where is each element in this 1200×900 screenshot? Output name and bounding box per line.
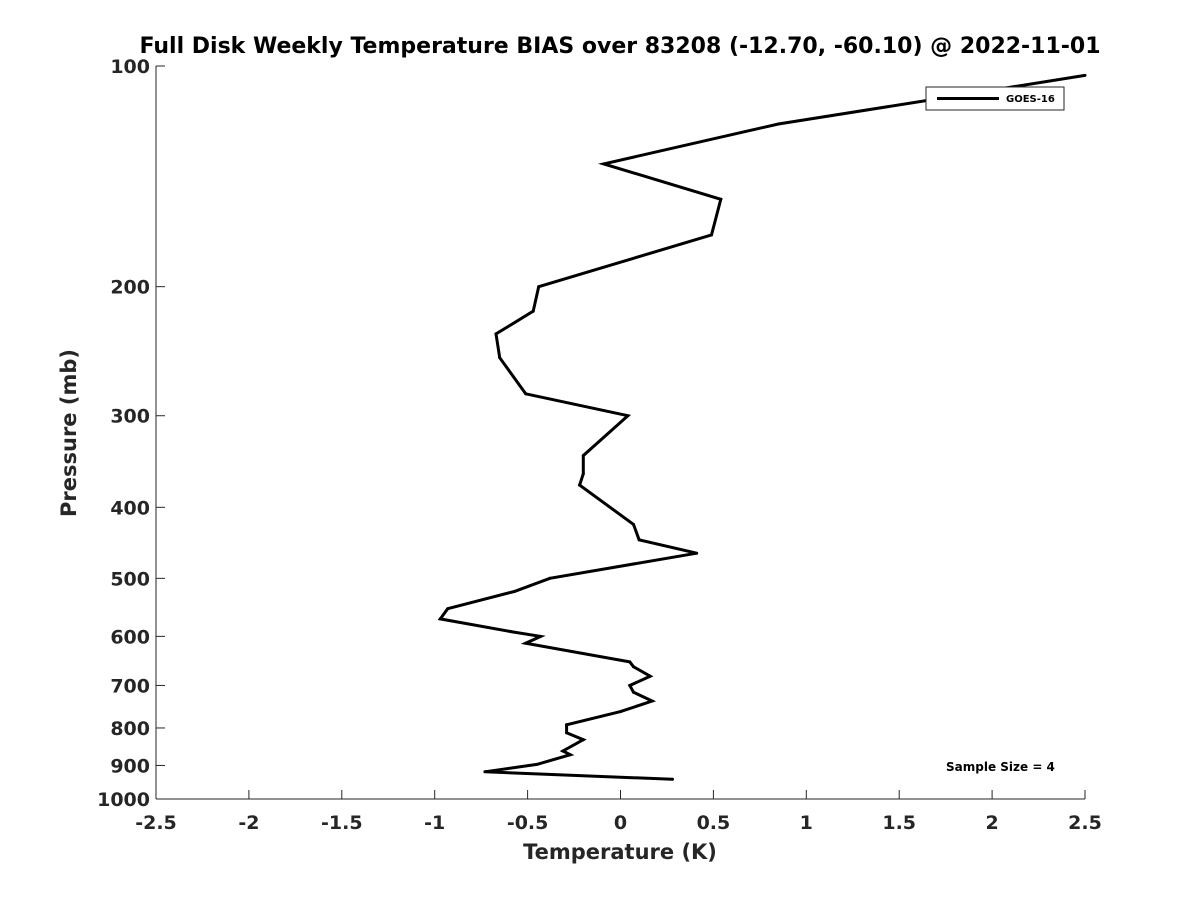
data-point — [581, 454, 585, 458]
data-point — [710, 233, 713, 237]
y-tick-label: 700 — [110, 675, 150, 697]
y-tick-label: 100 — [110, 56, 150, 78]
data-point — [632, 690, 635, 694]
axes-frame — [155, 66, 1085, 800]
y-tick-label: 300 — [110, 406, 150, 428]
data-point — [637, 538, 641, 542]
x-tick-label: -1.5 — [321, 812, 363, 834]
data-point — [671, 777, 674, 781]
x-tick-label: 0 — [614, 812, 627, 834]
data-point — [632, 522, 635, 526]
y-tick-label: 200 — [110, 277, 150, 299]
data-point — [494, 332, 498, 336]
x-tick-label: 1 — [800, 812, 813, 834]
data-point — [537, 285, 541, 289]
y-tick-label: 600 — [110, 626, 150, 648]
x-tick-label: 2.5 — [1068, 812, 1102, 834]
y-axis-label: Pressure (mb) — [57, 349, 81, 517]
series-layer — [437, 73, 1087, 781]
data-point — [776, 122, 780, 126]
data-point — [438, 617, 442, 621]
data-point — [628, 684, 632, 687]
data-point — [498, 356, 502, 360]
data-point — [626, 414, 630, 418]
data-point — [524, 641, 528, 645]
data-point — [581, 472, 585, 476]
data-point — [531, 309, 535, 313]
data-point — [565, 731, 569, 735]
data-point — [648, 674, 652, 678]
data-point — [561, 749, 565, 753]
x-ticks: -2.5 -2 -1.5 -1 -0.5 0 0.5 1 1.5 2 2.5 — [135, 790, 1102, 834]
x-tick-label: 0.5 — [697, 812, 731, 834]
x-tick-label: -2 — [238, 812, 259, 834]
data-point — [650, 699, 654, 703]
x-tick-label: -1 — [424, 812, 445, 834]
data-point — [509, 630, 513, 634]
data-point — [602, 162, 606, 166]
data-point — [446, 607, 450, 611]
data-point — [695, 551, 699, 555]
data-point — [539, 634, 543, 638]
y-tick-label: 500 — [110, 568, 150, 590]
series-line-goes-16 — [437, 73, 1086, 781]
data-point — [524, 392, 528, 396]
data-point — [719, 197, 723, 201]
chart-title: Full Disk Weekly Temperature BIAS over 8… — [139, 34, 1100, 59]
legend: GOES-16 — [925, 86, 1065, 111]
data-point — [628, 660, 632, 664]
legend-entry-goes-16: GOES-16 — [1006, 94, 1055, 105]
data-point — [578, 483, 582, 487]
sample-size-annotation: Sample Size = 4 — [946, 760, 1055, 774]
x-tick-label: 2 — [985, 812, 998, 834]
x-axis-label: Temperature (K) — [523, 840, 717, 864]
x-tick-label: 1.5 — [882, 812, 916, 834]
y-tick-label: 400 — [110, 497, 150, 519]
data-point — [581, 738, 585, 742]
data-point — [548, 576, 552, 580]
data-point — [483, 770, 487, 774]
data-point — [513, 589, 517, 593]
data-point — [619, 710, 622, 714]
y-tick-label: 900 — [110, 755, 150, 777]
data-point — [1083, 73, 1087, 77]
data-point — [565, 723, 569, 727]
data-point — [568, 753, 572, 757]
y-ticks: 100 200 300 400 500 600 700 800 900 1000 — [97, 56, 165, 811]
data-point — [535, 762, 539, 766]
y-tick-label: 800 — [110, 718, 150, 740]
data-point — [632, 665, 635, 669]
x-tick-label: -2.5 — [135, 812, 177, 834]
x-tick-label: -0.5 — [507, 812, 549, 834]
y-tick-label: 1000 — [97, 789, 150, 811]
